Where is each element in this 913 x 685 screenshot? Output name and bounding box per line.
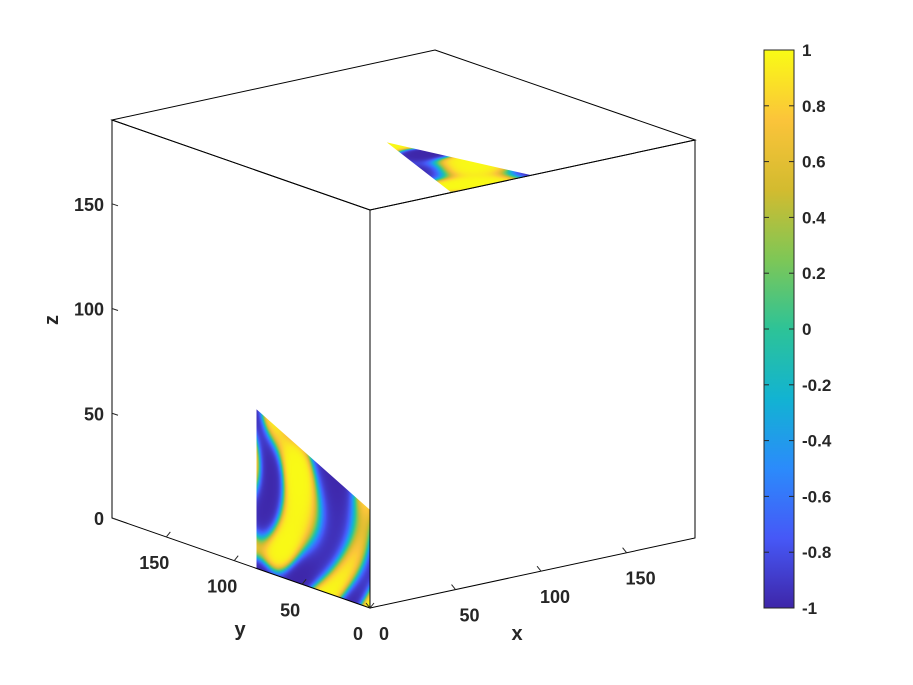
x-tick-mark: [622, 547, 627, 554]
colorbar-tick-label: 0.8: [802, 97, 826, 116]
y-tick-label: 0: [353, 624, 363, 644]
colorbar-tick-label: -0.2: [802, 376, 831, 395]
right-face: [369, 139, 696, 609]
colorbar-tick-label: -0.4: [802, 432, 832, 451]
colorbar-tick-label: 0.2: [802, 264, 826, 283]
z-tick-mark: [111, 308, 119, 312]
left-face-image: [256, 409, 370, 608]
z-axis-label: z: [41, 315, 63, 325]
z-tick-mark: [111, 203, 119, 207]
z-tick-label: 50: [84, 404, 104, 424]
top-face-image: [241, 117, 695, 211]
left-face: [111, 119, 371, 609]
x-tick-mark: [536, 565, 542, 572]
y-tick-mark: [301, 579, 307, 585]
colorbar: 1 0.8 0.6 0.4 0.2 0 -0.2 -0.4 -0.6 -0.8 -1: [763, 41, 832, 618]
z-tick-mark: [111, 412, 119, 416]
x-tick-label: 150: [626, 569, 656, 589]
x-tick-label: 100: [540, 587, 570, 607]
y-tick-label: 50: [280, 600, 300, 620]
right-face-edge: [369, 139, 696, 609]
top-face-edge: [110, 49, 697, 211]
colorbar-tick-label: 0.4: [802, 208, 826, 227]
right-face-image: [370, 140, 695, 608]
z-tick-label: 150: [74, 195, 104, 215]
y-tick-mark: [233, 555, 239, 561]
y-tick-mark: [165, 531, 171, 538]
colorbar-tick-label: -0.8: [802, 543, 831, 562]
z-tick-label: 0: [94, 509, 104, 529]
z-tick-mark: [111, 517, 119, 521]
y-axis-label: y: [234, 619, 246, 641]
colorbar-tick-label: 0.6: [802, 153, 826, 172]
top-face: [110, 49, 697, 211]
x-tick-label: 0: [379, 624, 389, 644]
colorbar-tick-label: -1: [802, 599, 817, 618]
x-tick-label: 50: [460, 606, 480, 626]
y-tick-label: 100: [207, 577, 237, 597]
x-axis-label: x: [511, 623, 522, 645]
x-tick-mark: [365, 602, 371, 609]
x-tick-mark: [451, 584, 456, 590]
cube-plot: [110, 49, 697, 609]
y-tick-label: 150: [139, 553, 169, 573]
colorbar-tick-label: -0.6: [802, 487, 831, 506]
colorbar-tick-label: 0: [802, 320, 811, 339]
cube-axes: 0 50 100 150 z 0 50 100 150 y 0 50 100 150 x: [41, 195, 656, 645]
z-tick-label: 100: [74, 300, 104, 320]
colorbar-tick-label: 1: [802, 41, 811, 60]
y-tick-mark: [369, 602, 375, 609]
